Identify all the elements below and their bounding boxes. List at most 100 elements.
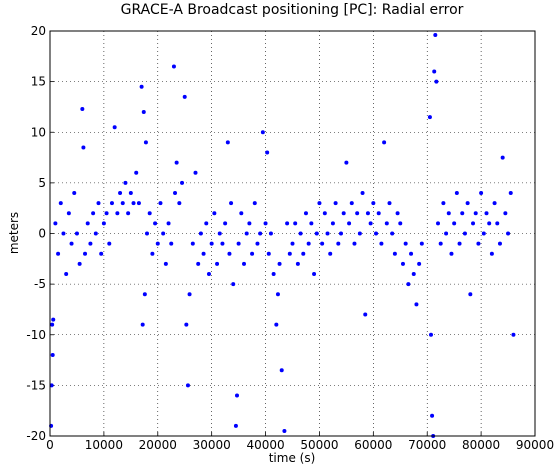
point xyxy=(131,201,136,206)
point xyxy=(479,191,484,195)
point xyxy=(406,282,411,287)
point xyxy=(99,251,104,256)
point xyxy=(441,201,446,206)
point xyxy=(336,241,341,246)
point xyxy=(128,191,133,195)
point xyxy=(484,211,489,216)
point xyxy=(212,211,217,216)
point xyxy=(365,211,370,216)
y-tick-label: -20 xyxy=(26,429,46,443)
y-tick-label: 5 xyxy=(38,176,46,190)
point xyxy=(140,322,145,327)
point xyxy=(436,221,440,226)
point xyxy=(355,211,360,216)
point xyxy=(306,241,311,246)
point xyxy=(217,231,222,236)
point xyxy=(320,241,325,246)
point xyxy=(376,211,381,216)
x-tick-label: 50000 xyxy=(300,438,338,452)
point xyxy=(500,155,505,160)
point xyxy=(282,428,287,433)
point xyxy=(317,201,322,206)
point xyxy=(96,201,101,206)
point xyxy=(81,145,86,150)
point xyxy=(508,191,513,195)
point xyxy=(158,201,163,206)
point xyxy=(303,211,308,216)
point xyxy=(360,191,365,195)
point xyxy=(174,160,179,165)
point xyxy=(50,322,55,327)
point xyxy=(374,231,379,236)
y-tick-label: 10 xyxy=(31,125,46,139)
point xyxy=(473,211,478,216)
point xyxy=(398,221,403,226)
x-tick-label: 70000 xyxy=(408,438,446,452)
point xyxy=(279,368,284,373)
point xyxy=(242,261,246,266)
point xyxy=(120,201,125,206)
point xyxy=(352,241,357,246)
point xyxy=(392,251,397,256)
point xyxy=(234,393,239,398)
point xyxy=(432,69,437,74)
point xyxy=(143,140,148,145)
point xyxy=(395,211,400,216)
point xyxy=(449,251,454,256)
point xyxy=(357,231,362,236)
point xyxy=(503,211,508,216)
point xyxy=(438,241,443,246)
point xyxy=(190,241,195,246)
x-tick-label: 30000 xyxy=(193,438,231,452)
point xyxy=(88,241,93,246)
x-axis-label: time (s) xyxy=(269,451,316,465)
point xyxy=(487,221,492,226)
point xyxy=(347,221,352,226)
y-tick-label: -10 xyxy=(26,328,46,342)
point xyxy=(77,261,82,266)
point xyxy=(161,231,166,236)
point xyxy=(187,292,192,297)
point xyxy=(61,231,66,236)
point xyxy=(229,201,234,206)
point xyxy=(274,322,279,327)
point xyxy=(497,241,502,246)
point xyxy=(287,251,292,256)
point xyxy=(80,106,85,111)
point xyxy=(104,211,109,216)
point xyxy=(468,292,473,297)
point xyxy=(341,211,346,216)
point xyxy=(309,221,314,226)
point xyxy=(481,231,486,236)
point xyxy=(85,221,90,226)
point xyxy=(322,211,327,216)
point xyxy=(64,272,69,276)
point xyxy=(182,94,187,99)
point xyxy=(333,201,338,206)
point xyxy=(66,211,71,216)
point xyxy=(506,231,511,236)
point xyxy=(454,191,459,195)
point xyxy=(417,261,422,266)
point xyxy=(107,241,112,246)
point xyxy=(444,231,449,236)
point xyxy=(74,231,79,236)
point xyxy=(258,231,263,236)
point xyxy=(268,231,273,236)
point xyxy=(277,261,282,266)
point xyxy=(489,251,494,256)
point xyxy=(430,413,435,418)
point xyxy=(387,201,392,206)
point xyxy=(295,261,300,266)
x-tick-label: 40000 xyxy=(246,438,284,452)
point xyxy=(118,191,123,195)
point xyxy=(298,231,303,236)
point xyxy=(223,221,228,226)
point xyxy=(384,221,389,226)
point xyxy=(239,211,244,216)
point xyxy=(285,221,290,226)
point xyxy=(231,282,236,287)
point xyxy=(409,251,414,256)
point xyxy=(233,423,238,428)
